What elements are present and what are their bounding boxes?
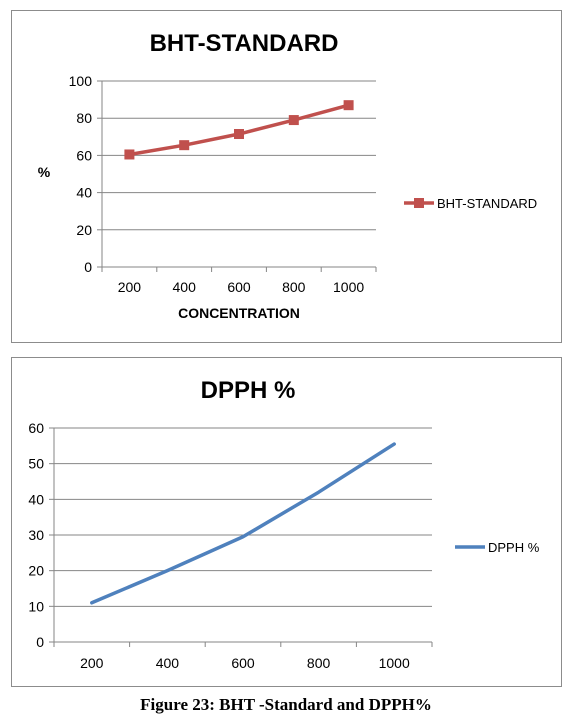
- series-line: [90, 442, 396, 605]
- data-point: [124, 149, 135, 160]
- dpph-plot: DPPH % 0 10 20 30 40 50 60 200 400 600 800 1000 DPPH …: [28, 377, 540, 671]
- y-tick-label: 0: [36, 634, 44, 650]
- bht-standard-plot: BHT-STANDARD 0 20 40 60 80 100 200 400 600 800 1000…: [38, 30, 537, 321]
- chart-title: DPPH %: [201, 377, 296, 404]
- data-point: [234, 129, 244, 140]
- x-tick-label: 200: [80, 655, 104, 671]
- y-tick-label: 0: [84, 259, 92, 275]
- y-tick-label: 20: [28, 563, 44, 579]
- y-tick-label: 80: [76, 110, 92, 126]
- y-tick-label: 30: [28, 527, 44, 543]
- x-tick-label: 400: [156, 655, 180, 671]
- x-axis-label: CONCENTRATION: [178, 305, 300, 321]
- y-tick-label: 40: [76, 185, 92, 201]
- figure-caption: Figure 23: BHT -Standard and DPPH%: [140, 695, 432, 714]
- y-tick-label: 20: [76, 222, 92, 238]
- legend-label: DPPH %: [488, 540, 540, 555]
- legend-label: BHT-STANDARD: [437, 196, 537, 211]
- x-tick-label: 1000: [333, 279, 364, 295]
- bht-standard-chart: BHT-STANDARD 0 20 40 60 80 100 200 400 600 800 1000…: [11, 10, 562, 343]
- data-point: [288, 115, 299, 126]
- x-tick-label: 200: [118, 279, 142, 295]
- x-tick-label: 1000: [379, 655, 410, 671]
- x-tick-label: 800: [282, 279, 306, 295]
- y-tick-label: 10: [28, 598, 44, 614]
- x-tick-label: 600: [227, 279, 251, 295]
- data-point: [343, 100, 354, 111]
- x-tick-label: 600: [231, 655, 255, 671]
- legend-marker: [414, 198, 424, 208]
- chart-title: BHT-STANDARD: [150, 30, 339, 57]
- y-tick-label: 40: [28, 491, 44, 507]
- y-axis-label: %: [38, 164, 51, 180]
- x-tick-label: 400: [173, 279, 197, 295]
- dpph-chart: DPPH % 0 10 20 30 40 50 60 200 400 600 800 1000 DPPH …: [11, 357, 562, 687]
- y-tick-label: 60: [28, 420, 44, 436]
- y-tick-label: 60: [76, 147, 92, 163]
- y-tick-label: 100: [69, 73, 93, 89]
- data-point: [179, 140, 190, 151]
- x-tick-label: 800: [307, 655, 331, 671]
- y-tick-label: 50: [28, 456, 44, 472]
